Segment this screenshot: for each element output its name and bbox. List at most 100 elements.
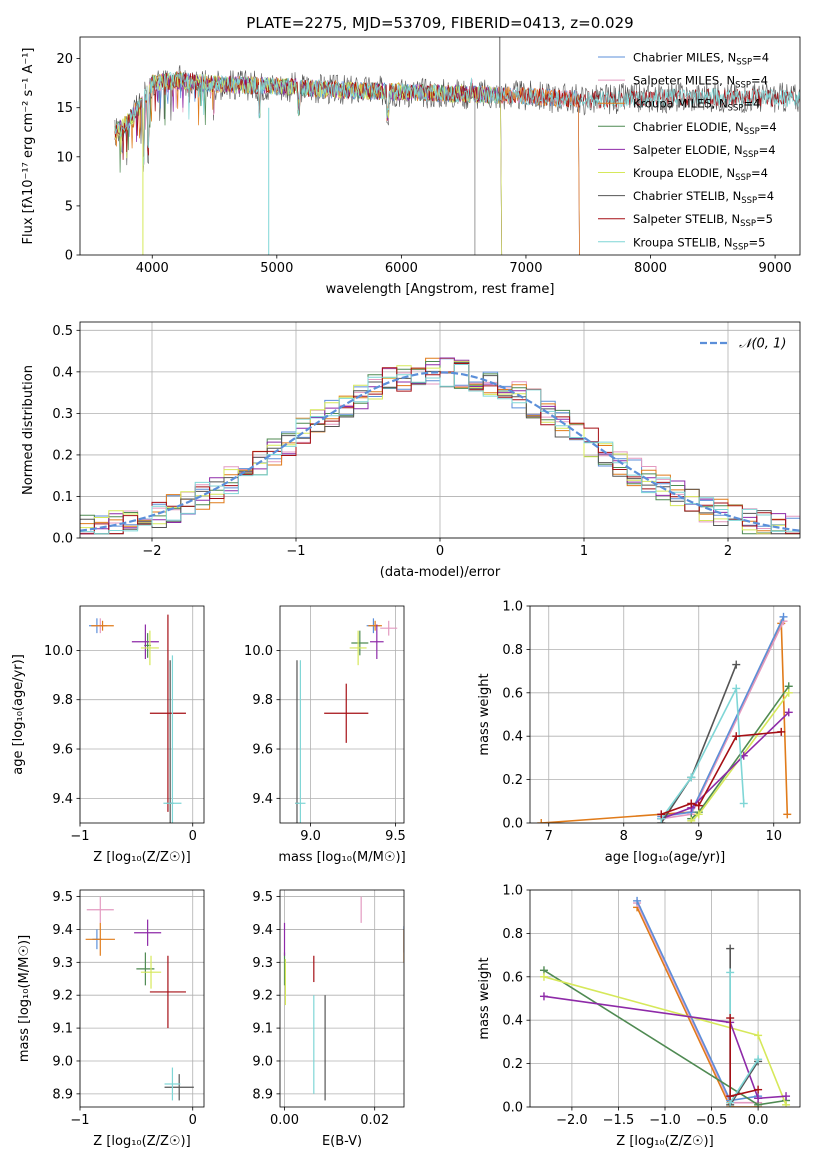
age_vs_mass-panel: 9.0 9.5 9.4 9.6 9.8 10.0 mass [log₁₀(M/M☉)] (244, 605, 406, 865)
residuals-panel: −2 −1 0 1 2 0.0 0.1 0.2 0.3 0.4 0.5 (data-model)/er… (21, 321, 801, 580)
legend-label: Salpeter ELODIE, NSSP=4 (633, 143, 776, 160)
weight_vs_Z-panel: −2.0 −1.5 −1.0 −0.5 0.0 0.0 0.2 0.4 0.6 0.8 1.0 Z [… (477, 884, 801, 1149)
x-tick-label: 9000 (759, 261, 792, 276)
weight-line (636, 907, 759, 1107)
error-bars (85, 896, 194, 1101)
x-tick-label: −0.5 (696, 1113, 728, 1128)
age_vs_Z-panel: −1 0 9.4 9.6 9.8 10.0 Z [log₁₀(Z/Z☉)] age [log₁… (11, 605, 205, 865)
plus-marker (539, 972, 548, 981)
plus-marker (782, 1092, 791, 1101)
legend-label: Salpeter MILES, NSSP=4 (633, 74, 768, 91)
plus-marker (726, 1014, 735, 1023)
x-axis-label: mass [log₁₀(M/M☉)] (278, 850, 405, 865)
y-tick-label: 10.0 (44, 644, 73, 659)
y-tick-label: 9.8 (252, 693, 273, 708)
error-bars (283, 896, 404, 1101)
x-tick-label: −1 (70, 829, 89, 844)
y-tick-label: 0.0 (502, 1101, 523, 1116)
plus-marker (777, 727, 786, 736)
y-tick-label: 0.6 (502, 970, 523, 985)
plus-marker (537, 819, 546, 823)
plus-marker (726, 1092, 735, 1101)
y-tick-label: 9.3 (252, 956, 273, 971)
residuals-legend: 𝒩(0, 1) (700, 337, 786, 352)
y-tick-label: 9.4 (252, 923, 273, 938)
weight-line (636, 902, 759, 1104)
y-tick-label: 9.5 (52, 890, 73, 905)
plus-marker (687, 816, 696, 823)
y-tick-label: 20 (56, 52, 73, 67)
error-bars (295, 618, 398, 823)
x-tick-label: 7000 (509, 261, 542, 276)
x-axis-label: age [log₁₀(age/yr)] (605, 850, 726, 865)
y-tick-label: 9.2 (252, 989, 273, 1004)
x-tick-label: 5000 (260, 261, 293, 276)
x-tick-label: 0 (436, 544, 444, 559)
x-axis-label: Z [log₁₀(Z/Z☉)] (616, 1134, 713, 1149)
weight-line (660, 685, 745, 820)
y-tick-label: 9.3 (52, 956, 73, 971)
x-tick-label: −1.5 (603, 1113, 635, 1128)
y-axis-label: mass weight (477, 957, 492, 1039)
y-tick-label: 9.1 (252, 1022, 273, 1037)
x-axis-label: Z [log₁₀(Z/Z☉)] (93, 850, 190, 865)
plus-marker (732, 660, 741, 669)
y-tick-label: 0.3 (52, 407, 73, 422)
x-tick-label: −2.0 (556, 1113, 588, 1128)
x-tick-label: 0.02 (360, 1113, 389, 1128)
plus-marker (732, 732, 741, 741)
weight-line (543, 995, 787, 1100)
weight-series (539, 896, 791, 1107)
x-tick-label: 0 (189, 1113, 197, 1128)
plus-marker (784, 688, 793, 697)
x-tick-label: 8000 (634, 261, 667, 276)
y-tick-label: 0.2 (502, 773, 523, 788)
y-tick-label: 15 (56, 101, 73, 116)
plus-marker (732, 684, 741, 693)
x-tick-label: 0 (189, 829, 197, 844)
x-tick-label: 1 (580, 544, 588, 559)
y-axis-label: age [log₁₀(age/yr)] (11, 654, 26, 775)
plus-marker (726, 944, 735, 953)
y-tick-label: 0 (65, 249, 73, 264)
legend-label: Chabrier MILES, NSSP=4 (633, 51, 769, 68)
x-tick-label: 6000 (385, 261, 418, 276)
y-tick-label: 9.0 (52, 1054, 73, 1069)
x-tick-label: 9 (695, 829, 703, 844)
legend-label: Salpeter STELIB, NSSP=5 (633, 212, 773, 229)
spectrum-line (114, 72, 800, 166)
legend-label: 𝒩(0, 1) (739, 337, 786, 352)
x-tick-label: 0.0 (748, 1113, 769, 1128)
y-tick-label: 8.9 (52, 1087, 73, 1102)
histograms (80, 357, 800, 535)
weight-line (661, 711, 790, 820)
plus-marker (694, 801, 703, 810)
weight-line (541, 623, 789, 823)
plus-marker (726, 968, 735, 977)
y-tick-label: 0.5 (52, 324, 73, 339)
y-tick-label: 9.6 (52, 743, 73, 758)
y-tick-label: 0.2 (52, 448, 73, 463)
weight-series (537, 612, 793, 823)
spectrum-panel: PLATE=2275, MJD=53709, FIBERID=0413, z=0… (21, 14, 801, 297)
chart-title: PLATE=2275, MJD=53709, FIBERID=0413, z=0… (246, 14, 633, 32)
plus-marker (633, 896, 642, 905)
error-bars (89, 614, 186, 823)
legend-label: Kroupa STELIB, NSSP=5 (633, 235, 765, 252)
axes-frame (279, 889, 405, 1108)
axes-frame (529, 605, 801, 824)
x-tick-label: 0.00 (270, 1113, 299, 1128)
plus-marker (687, 799, 696, 808)
x-tick-label: −1 (70, 1113, 89, 1128)
axes-frame (79, 321, 801, 539)
axes-frame (529, 889, 801, 1108)
y-tick-label: 9.6 (252, 743, 273, 758)
plus-marker (754, 1085, 763, 1094)
y-axis-label: mass weight (477, 673, 492, 755)
plus-marker (657, 810, 666, 819)
y-tick-label: 9.0 (252, 1054, 273, 1069)
x-tick-label: 8 (620, 829, 628, 844)
y-tick-label: 9.2 (52, 989, 73, 1004)
y-tick-label: 9.5 (252, 890, 273, 905)
y-tick-label: 9.4 (52, 923, 73, 938)
